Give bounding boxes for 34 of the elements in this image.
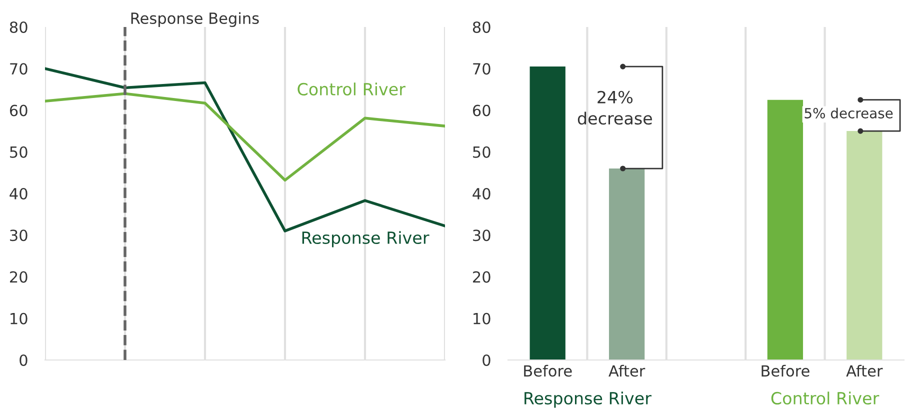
y-tick-label: 70 bbox=[473, 63, 490, 75]
bar bbox=[846, 131, 882, 360]
line-series bbox=[45, 67, 445, 232]
x-tick-label: After bbox=[608, 364, 646, 377]
annotation: 24% decrease bbox=[578, 90, 652, 125]
y-tick-label: 20 bbox=[473, 271, 490, 283]
x-tick-label: Before bbox=[762, 364, 810, 377]
series-label: Control River bbox=[298, 82, 406, 96]
y-tick-label: 50 bbox=[10, 146, 28, 158]
y-tick-label: 30 bbox=[10, 230, 28, 242]
bar bbox=[608, 168, 645, 360]
y-tick-label: 40 bbox=[472, 188, 490, 200]
y-tick-label: 80 bbox=[472, 21, 490, 34]
y-tick-label: 0 bbox=[20, 354, 28, 366]
y-tick-label: 20 bbox=[10, 271, 28, 283]
y-tick-label: 50 bbox=[473, 146, 490, 158]
text: Response River bbox=[524, 392, 652, 408]
y-tick-label: 80 bbox=[10, 21, 28, 34]
series-label: Response River bbox=[302, 231, 430, 248]
y-tick-label: 60 bbox=[10, 104, 28, 116]
bar bbox=[530, 66, 566, 360]
y-tick-label: 60 bbox=[472, 104, 490, 116]
bar bbox=[767, 100, 804, 360]
x-tick-label: After bbox=[846, 364, 883, 377]
y-tick-label: 30 bbox=[473, 230, 490, 242]
y-tick-label: 10 bbox=[474, 312, 490, 324]
y-tick-label: 0 bbox=[482, 354, 490, 366]
annotation: Response Begins bbox=[131, 12, 259, 27]
y-tick-label: 10 bbox=[10, 312, 28, 324]
x-tick-label: Before bbox=[524, 364, 572, 377]
y-tick-label: 70 bbox=[10, 63, 28, 75]
text: Control River bbox=[771, 392, 880, 405]
y-tick-label: 40 bbox=[10, 188, 28, 200]
annotation: 5% decrease bbox=[804, 108, 893, 118]
